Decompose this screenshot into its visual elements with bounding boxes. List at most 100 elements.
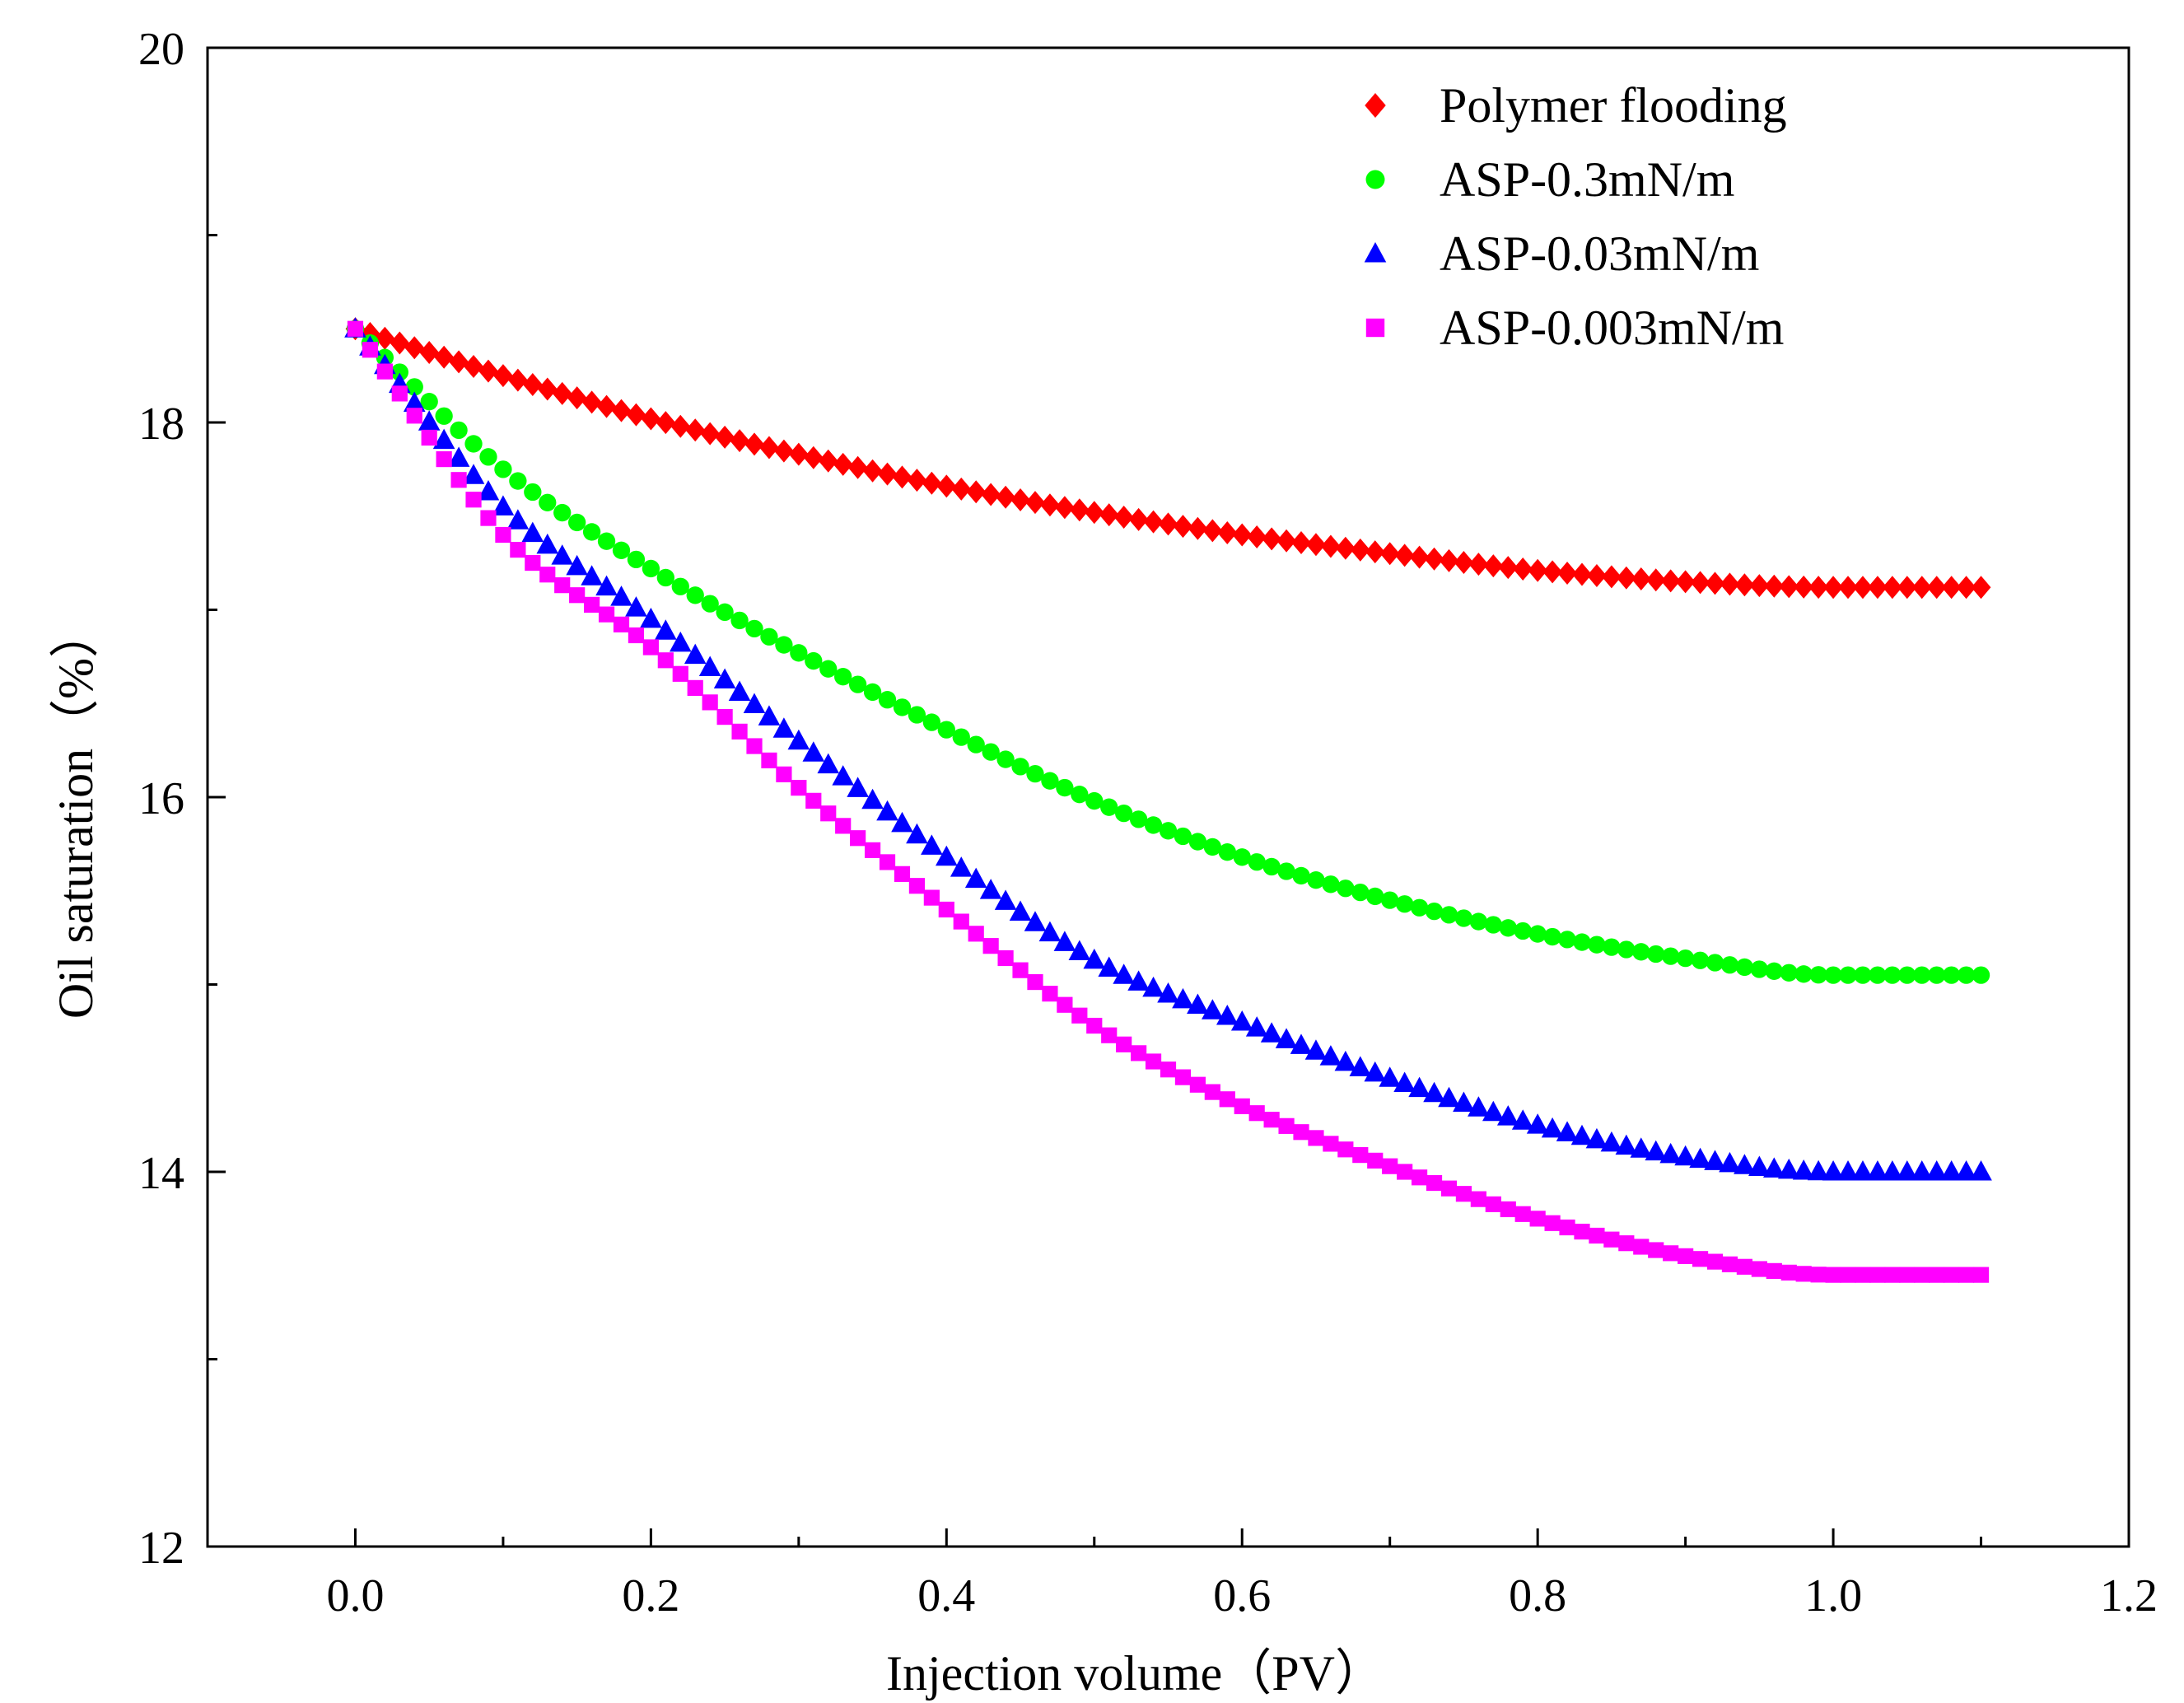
series-3-marker <box>1762 1157 1785 1178</box>
series-3-marker <box>477 479 500 501</box>
series-4-marker <box>908 878 926 894</box>
series-3-marker <box>772 717 796 738</box>
series-3-marker <box>1216 1004 1239 1025</box>
series-3-marker <box>1851 1160 1874 1181</box>
series-2-marker <box>509 472 527 490</box>
series-3-marker <box>1792 1159 1815 1180</box>
series-4-marker <box>1706 1253 1724 1270</box>
series-2-marker <box>1972 966 1990 984</box>
series-1-marker <box>1587 564 1607 588</box>
series-4-marker <box>421 429 437 446</box>
series-4-marker <box>1101 1027 1118 1043</box>
series-2-marker <box>908 706 926 724</box>
series-1-marker <box>390 331 410 355</box>
series-4-marker <box>628 627 645 644</box>
series-2-marker <box>597 532 616 550</box>
series-1-marker <box>715 425 735 449</box>
series-1-marker <box>1040 493 1060 517</box>
series-3-marker <box>1423 1081 1445 1103</box>
series-1-marker <box>419 340 440 364</box>
y-tick-label: 16 <box>138 773 184 824</box>
series-2-marker <box>390 363 408 381</box>
series-3-marker <box>891 811 913 833</box>
series-1-marker <box>1675 570 1696 594</box>
series-4-marker <box>1086 1017 1103 1034</box>
series-4-marker <box>1721 1256 1738 1272</box>
series-3-marker <box>964 867 987 889</box>
legend-marker-2 <box>1365 170 1385 189</box>
series-1-marker <box>1631 567 1651 590</box>
legend: Polymer flooding ASP-0.3mN/m ASP-0.03mN/m A… <box>1364 78 1787 355</box>
series-2-marker <box>1809 966 1827 984</box>
series-2-marker <box>1514 921 1532 940</box>
series-3-marker <box>906 823 928 844</box>
series-3-marker <box>979 879 1002 899</box>
series-4-marker <box>850 830 866 847</box>
series-2-marker <box>642 559 660 578</box>
series-3-marker <box>1734 1154 1756 1174</box>
series-2-marker <box>1869 966 1887 984</box>
series-3-marker <box>447 446 470 467</box>
series-2-marker <box>834 668 852 686</box>
series-1-marker <box>404 336 425 360</box>
series-1-marker <box>552 381 572 405</box>
series-2-marker <box>819 660 838 678</box>
series-2-marker <box>1691 951 1710 969</box>
series-4-marker <box>1042 986 1058 1002</box>
series-1-marker <box>522 373 543 397</box>
plot-frame <box>206 46 2130 1548</box>
series-1-marker <box>730 429 749 453</box>
series-3-marker <box>1777 1158 1800 1179</box>
series-3-marker <box>743 693 766 714</box>
series-3-marker <box>1408 1076 1430 1098</box>
series-1-marker <box>1660 569 1681 593</box>
y-tick-label: 18 <box>138 399 184 450</box>
x-axis-title: Injection volume（PV） <box>886 1646 1384 1701</box>
series-4-marker <box>1411 1169 1428 1186</box>
series-3-marker <box>655 619 677 640</box>
series-3-marker <box>1364 1061 1387 1082</box>
series-3-marker <box>1496 1105 1519 1126</box>
series-1-marker <box>1941 576 1962 600</box>
series-1-marker <box>1468 553 1489 576</box>
series-2-marker <box>1469 912 1488 931</box>
series-4-marker <box>362 342 379 358</box>
series-1-marker <box>1291 531 1311 555</box>
series-1-marker <box>936 474 957 498</box>
series-1-marker <box>1542 560 1562 584</box>
series-2-marker <box>1233 848 1251 866</box>
series-4-marker <box>1825 1267 1841 1283</box>
series-4-marker <box>1618 1235 1635 1252</box>
series-2-marker <box>878 691 897 709</box>
series-3-marker <box>1083 948 1106 969</box>
series-2-marker <box>671 577 689 595</box>
series-2-marker <box>464 435 483 453</box>
series-2-marker <box>1218 843 1236 861</box>
series-3-marker <box>595 575 618 596</box>
series-3-marker <box>521 521 544 543</box>
series-1-marker <box>1779 575 1799 599</box>
series-1-marker <box>1010 488 1030 511</box>
series-3-marker <box>1482 1100 1505 1122</box>
series-1-marker <box>1926 576 1947 600</box>
series-1-marker <box>1084 501 1104 525</box>
series-3-marker <box>1113 963 1135 984</box>
plot-area <box>344 317 1992 1283</box>
series-1-marker <box>1439 548 1459 572</box>
x-tick-label: 0.4 <box>917 1570 975 1621</box>
series-2-marker <box>582 523 601 541</box>
series-3-marker <box>950 856 973 877</box>
series-2-marker <box>1558 931 1576 949</box>
series-2-marker <box>1174 827 1192 846</box>
series-4-marker <box>1958 1267 1975 1283</box>
series-3-marker <box>1955 1160 1977 1181</box>
series-4-marker <box>1766 1262 1782 1279</box>
series-3-marker <box>403 391 426 413</box>
series-4-marker <box>1367 1152 1384 1169</box>
series-2-marker <box>1750 960 1769 978</box>
series-1-marker <box>478 359 498 383</box>
legend-label-3: ASP-0.03mN/m <box>1440 226 1759 281</box>
legend-entry-2: ASP-0.3mN/m <box>1365 152 1734 207</box>
series-4-marker <box>436 450 452 468</box>
series-4-marker <box>1189 1076 1206 1093</box>
